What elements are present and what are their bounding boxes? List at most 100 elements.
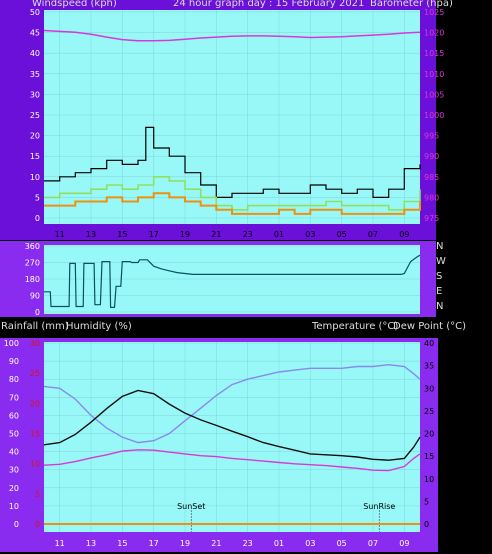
wind-x-tick: 15 [117,230,127,239]
barometer-tick: 985 [424,173,439,182]
wind-x-tick: 23 [243,230,253,239]
wind-minimum-line [44,192,421,215]
barometer-tick: 1015 [424,49,444,58]
barometer-tick: 995 [424,132,439,141]
rainfall-tick: 15 [30,430,40,439]
humidity-tick: 80 [9,375,19,384]
humidity-tick: 50 [9,430,19,439]
wind-x-tick: 17 [149,230,159,239]
barometer-tick: 1000 [424,111,444,120]
windspeed-tick: 45 [30,29,40,38]
compass-w: W [436,256,446,267]
barometer-tick: 980 [424,193,439,202]
wind-x-tick: 01 [274,230,284,239]
temperature-tick: 25 [424,407,434,416]
humidity-tick: 20 [9,484,19,493]
humidity-tick: 90 [9,357,19,366]
dewpoint-axis-label: Dew Point (°C) [393,321,467,332]
windspeed-tick: 0 [35,214,40,223]
wind-x-tick: 07 [368,230,378,239]
wind-x-tick: 19 [180,230,190,239]
direction-tick: 360 [25,242,40,251]
compass-n-top: N [436,241,444,252]
windspeed-tick: 35 [30,70,40,79]
wind-x-tick: 11 [55,230,65,239]
windspeed-tick: 50 [30,8,40,17]
wind-x-tick: 09 [399,230,409,239]
barometer-tick: 1025 [424,8,444,17]
wind-x-tick: 05 [337,230,347,239]
rainfall-tick: 0 [35,520,40,529]
temperature-tick: 0 [424,520,429,529]
dew-point-line [43,449,421,472]
rainfall-tick: 30 [30,339,40,348]
temp-x-tick: 03 [305,539,315,548]
temp-x-tick: 11 [55,539,65,548]
temp-x-tick: 01 [274,539,284,548]
temp-x-tick: 15 [117,539,127,548]
windspeed-tick: 25 [30,111,40,120]
temp-plot-area [44,342,420,532]
compass-s: S [436,271,443,282]
windspeed-tick: 10 [30,173,40,182]
humidity-tick: 40 [9,448,19,457]
chart-title: 24 hour graph day : 15 February 2021 [173,0,365,9]
temperature-line [43,389,421,461]
humidity-tick: 60 [9,411,19,420]
wind-direction-line [44,254,421,308]
temp-x-tick: 07 [368,539,378,548]
barometer-line [43,29,421,42]
windspeed-axis-label: Windspeed (kph) [32,0,117,9]
wind-x-tick: 21 [211,230,221,239]
temp-x-tick: 17 [149,539,159,548]
humidity-line [43,363,421,444]
wind-x-tick: 03 [305,230,315,239]
barometer-axis-label: Barometer (hpa) [370,0,453,9]
temp-x-tick: 23 [243,539,253,548]
barometer-tick: 975 [424,214,439,223]
compass-n-bottom: N [436,301,444,312]
temperature-axis-label: Temperature (°C) [312,321,399,332]
sunrise-label: SunRise [363,502,395,511]
humidity-tick: 30 [9,466,19,475]
barometer-tick: 1010 [424,70,444,79]
windspeed-tick: 15 [30,152,40,161]
temperature-tick: 30 [424,384,434,393]
temperature-tick: 15 [424,452,434,461]
windspeed-tick: 20 [30,132,40,141]
windspeed-tick: 30 [30,90,40,99]
direction-tick: 0 [35,308,40,317]
temperature-tick: 40 [424,339,434,348]
temperature-tick: 35 [424,362,434,371]
barometer-tick: 1005 [424,90,444,99]
humidity-tick: 70 [9,393,19,402]
temperature-tick: 10 [424,475,434,484]
sunset-label: SunSet [177,502,205,511]
windspeed-tick: 40 [30,49,40,58]
rainfall-axis-label: Rainfall (mm) [1,321,69,332]
humidity-tick: 100 [4,339,19,348]
rainfall-tick: 5 [35,490,40,499]
direction-tick: 270 [25,259,40,268]
rainfall-tick: 25 [30,369,40,378]
compass-e: E [436,286,443,297]
direction-plot-area [44,245,420,314]
temp-x-tick: 21 [211,539,221,548]
temp-x-tick: 09 [399,539,409,548]
wind-plot-area [44,10,420,224]
temperature-tick: 20 [424,430,434,439]
temp-x-tick: 05 [337,539,347,548]
barometer-tick: 990 [424,152,439,161]
direction-tick: 180 [25,275,40,284]
wind-average-line [44,176,421,211]
wind-x-tick: 13 [86,230,96,239]
temp-x-tick: 19 [180,539,190,548]
rainfall-tick: 20 [30,399,40,408]
humidity-tick: 0 [14,520,19,529]
compass-labels: N W S E N [436,241,450,316]
windspeed-tick: 5 [35,193,40,202]
direction-tick: 90 [30,292,40,301]
barometer-tick: 1020 [424,29,444,38]
temp-x-tick: 13 [86,539,96,548]
